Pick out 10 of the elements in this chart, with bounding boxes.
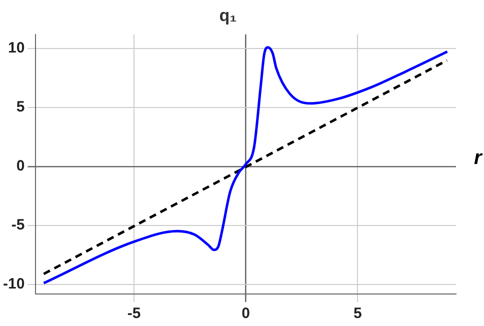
y-tick-label: 10 (8, 40, 25, 57)
y-tick-label: 0 (16, 158, 25, 175)
y-tick-label: 5 (16, 98, 25, 116)
x-tick-label: 5 (353, 305, 362, 322)
x-tick-label: -5 (127, 305, 141, 322)
y-tick-label: -5 (11, 216, 25, 234)
x-tick-label: 0 (242, 305, 250, 322)
chart-title: q₁ (219, 6, 237, 25)
x-axis-title: r (474, 147, 483, 170)
y-tick-label: -10 (2, 276, 25, 293)
